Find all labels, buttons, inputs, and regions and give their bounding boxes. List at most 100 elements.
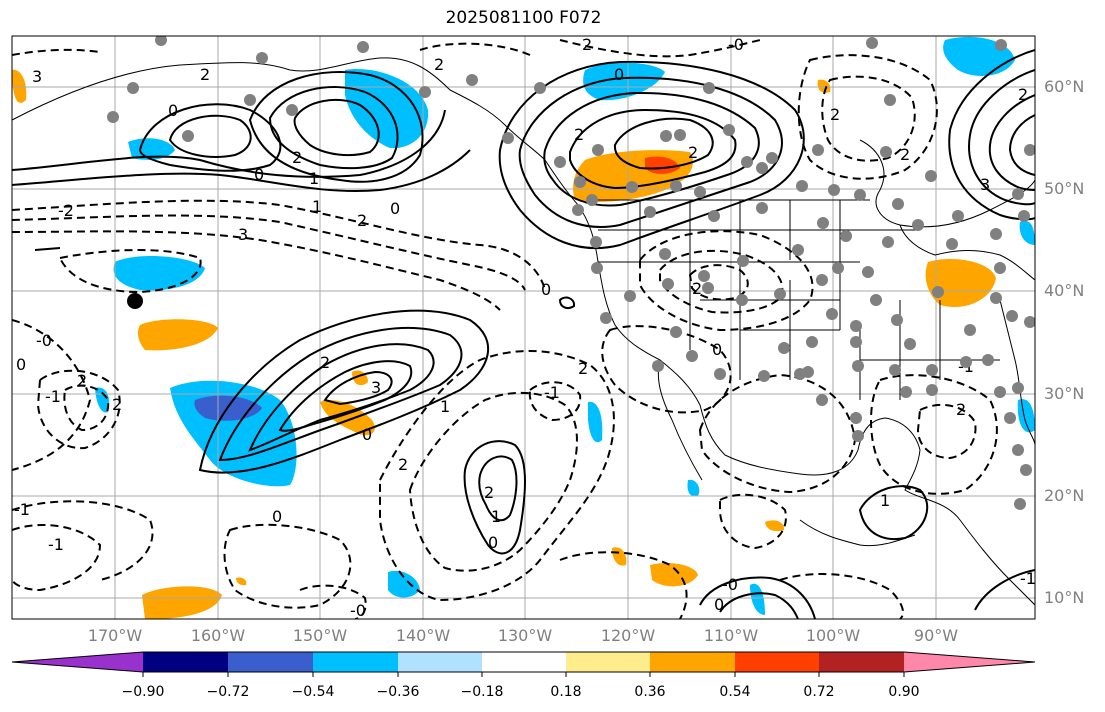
- colorbar-segment: [566, 652, 650, 672]
- contour-label: 1: [312, 197, 322, 216]
- lon-label: 160°W: [190, 626, 246, 645]
- lon-label: 150°W: [292, 626, 348, 645]
- colorbar-tick-label: 0.54: [719, 684, 751, 700]
- lat-label: 60°N: [1044, 77, 1085, 96]
- station-markers: [107, 36, 1035, 510]
- colorbar-segment: [819, 652, 904, 672]
- colorbar-segment: [398, 652, 482, 672]
- contour-lines: [12, 39, 1035, 619]
- contour-label: 0: [712, 340, 722, 359]
- lon-label: 140°W: [395, 626, 451, 645]
- contour-label: 0: [390, 199, 400, 218]
- positive-anomaly-area: [236, 577, 247, 586]
- contour-label: 2: [1018, 85, 1028, 104]
- map-area: 3 2 0 2 1 0 2 1 2 0 3 2 0 2 2 -0 2 0 -0 …: [12, 35, 1036, 620]
- lon-label: 130°W: [497, 626, 553, 645]
- contour-label: 2: [357, 211, 367, 230]
- contour-label: 0: [714, 595, 724, 614]
- colorbar-tick-label: 0.90: [888, 684, 920, 700]
- map-title: 2025081100 F072: [445, 8, 602, 28]
- positive-anomaly-area: [137, 319, 218, 351]
- contour-label: 1: [880, 491, 890, 510]
- contour-label: -1: [1020, 569, 1036, 588]
- contour-label: 2: [692, 279, 702, 298]
- contour-label: 0: [362, 425, 372, 444]
- negative-anomaly-area: [128, 138, 175, 160]
- reference-marker: [127, 293, 143, 309]
- contour-label: 2: [200, 65, 210, 84]
- colorbar: [11, 651, 1036, 677]
- contour-label: 2: [688, 143, 698, 162]
- contour-label: 0: [541, 280, 551, 299]
- contour-label: 0: [272, 507, 282, 526]
- negative-anomaly-area: [1019, 220, 1035, 245]
- negative-anomaly-area: [388, 570, 420, 598]
- colorbar-segment: [904, 652, 1035, 672]
- positive-anomaly-area: [925, 258, 996, 307]
- contour-label: 1: [440, 397, 450, 416]
- contour-label: 2: [77, 371, 87, 390]
- contour-label: 0: [614, 65, 624, 84]
- contour-label: -0: [36, 331, 52, 350]
- colorbar-segment: [228, 652, 313, 672]
- contour-label: 2: [830, 105, 840, 124]
- contour-label: 3: [980, 175, 990, 194]
- contour-label: 2: [112, 395, 122, 414]
- colorbar-segment: [12, 652, 143, 672]
- map-frame: [11, 35, 1036, 620]
- contour-label: -1: [544, 383, 560, 402]
- contour-label: -1: [48, 535, 64, 554]
- positive-anomaly-area: [12, 69, 27, 103]
- colorbar-tick-label: −0.72: [206, 684, 250, 700]
- contour-label: 0: [488, 533, 498, 552]
- contour-label: 1: [309, 169, 319, 188]
- colorbar-segment: [650, 652, 735, 672]
- contour-label: -1: [45, 387, 61, 406]
- negative-anomaly-area: [588, 401, 603, 443]
- contour-label: 3: [371, 378, 381, 397]
- contour-label: 2: [582, 35, 592, 54]
- lon-label: 120°W: [600, 626, 656, 645]
- colorbar-tick-label: −0.90: [121, 684, 165, 700]
- negative-anomaly-area: [687, 479, 700, 497]
- contour-label: 0: [254, 165, 264, 184]
- contour-labels: 3 2 0 2 1 0 2 1 2 0 3 2 0 2 2 -0 2 0 -0 …: [14, 35, 1036, 620]
- positive-anomaly-area: [650, 563, 698, 587]
- contour-label: 3: [238, 225, 248, 244]
- contour-label: 2: [484, 483, 494, 502]
- colorbar-tick-label: −0.54: [291, 684, 335, 700]
- contour-label: 2: [900, 145, 910, 164]
- colorbar-tick-label: −0.18: [460, 684, 504, 700]
- contour-label: -1: [14, 500, 30, 519]
- contour-label: -0: [722, 575, 738, 594]
- lat-label: 30°N: [1044, 384, 1085, 403]
- colorbar-tick-label: −0.36: [376, 684, 420, 700]
- positive-anomaly-area: [817, 79, 831, 93]
- colorbar-tick-label: 0.18: [550, 684, 582, 700]
- lat-label: 50°N: [1044, 179, 1085, 198]
- lon-label: 90°W: [913, 626, 959, 645]
- contour-label: 2: [292, 148, 302, 167]
- contour-label: 1: [491, 507, 501, 526]
- lat-label: 10°N: [1044, 588, 1085, 607]
- contour-label: 2: [956, 400, 966, 419]
- lon-label: 100°W: [805, 626, 861, 645]
- lat-label: 40°N: [1044, 281, 1085, 300]
- contour-label: 2: [574, 125, 584, 144]
- contour-label: -2: [58, 201, 74, 220]
- lat-label: 20°N: [1044, 486, 1085, 505]
- contour-label: 2: [578, 359, 588, 378]
- colorbar-segment: [143, 652, 228, 672]
- contour-label: 2: [320, 353, 330, 372]
- contour-label: -0: [728, 35, 744, 54]
- negative-anomaly-area: [113, 256, 205, 291]
- negative-anomaly-area: [583, 62, 665, 101]
- colorbar-tick-label: 0.36: [634, 684, 666, 700]
- contour-label: 3: [32, 67, 42, 86]
- colorbar-segment: [313, 652, 398, 672]
- contour-label: 0: [168, 101, 178, 120]
- colorbar-segment: [482, 652, 566, 672]
- strong-positive-area: [645, 156, 680, 174]
- contour-label: -0: [350, 601, 366, 620]
